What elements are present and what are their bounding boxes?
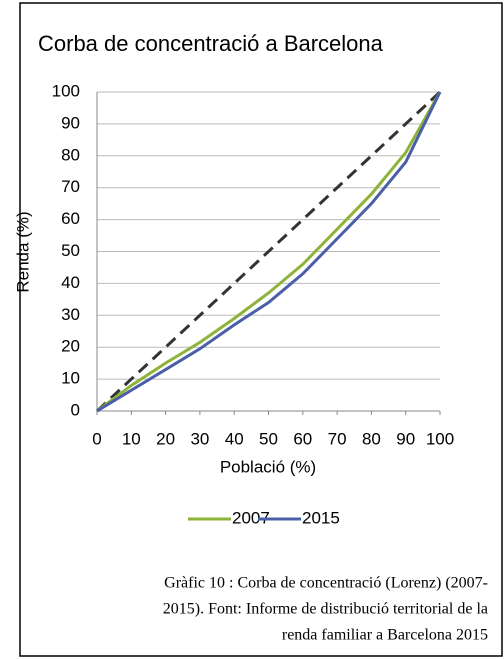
y-tick-label: 90 bbox=[61, 113, 80, 132]
y-tick-label: 50 bbox=[61, 241, 80, 260]
y-tick-label: 40 bbox=[61, 273, 80, 292]
caption-line: Gràfic 10 : Corba de concentració (Loren… bbox=[164, 575, 488, 592]
x-tick-label: 60 bbox=[293, 429, 312, 448]
x-tick-label: 20 bbox=[156, 429, 175, 448]
y-tick-label: 30 bbox=[61, 305, 80, 324]
x-tick-label: 50 bbox=[259, 429, 278, 448]
x-tick-label: 30 bbox=[190, 429, 209, 448]
y-tick-label: 80 bbox=[61, 145, 80, 164]
equality-line bbox=[95, 90, 442, 413]
y-tick-label: 0 bbox=[71, 400, 80, 419]
x-tick-label: 10 bbox=[122, 429, 141, 448]
caption-line: renda familiar a Barcelona 2015 bbox=[282, 627, 488, 644]
x-axis-label: Població (%) bbox=[220, 457, 316, 476]
y-tick-label: 100 bbox=[52, 81, 80, 100]
series-line bbox=[96, 91, 442, 413]
x-tick-label: 0 bbox=[92, 429, 101, 448]
legend-label: 2015 bbox=[302, 508, 340, 527]
y-axis-label: Renda (%) bbox=[13, 211, 32, 292]
x-tick-label: 90 bbox=[396, 429, 415, 448]
y-tick-label: 20 bbox=[61, 337, 80, 356]
chart-title: Corba de concentració a Barcelona bbox=[38, 31, 384, 56]
x-tick-label: 40 bbox=[225, 429, 244, 448]
y-tick-label: 10 bbox=[61, 369, 80, 388]
frame bbox=[19, 2, 503, 657]
x-tick-label: 70 bbox=[328, 429, 347, 448]
legend-label: 2007 bbox=[232, 508, 270, 527]
y-tick-label: 70 bbox=[61, 177, 80, 196]
series-line bbox=[96, 91, 442, 413]
x-tick-label: 100 bbox=[426, 429, 454, 448]
y-tick-label: 60 bbox=[61, 209, 80, 228]
x-tick-label: 80 bbox=[362, 429, 381, 448]
caption-line: 2015). Font: Informe de distribució terr… bbox=[163, 601, 488, 618]
